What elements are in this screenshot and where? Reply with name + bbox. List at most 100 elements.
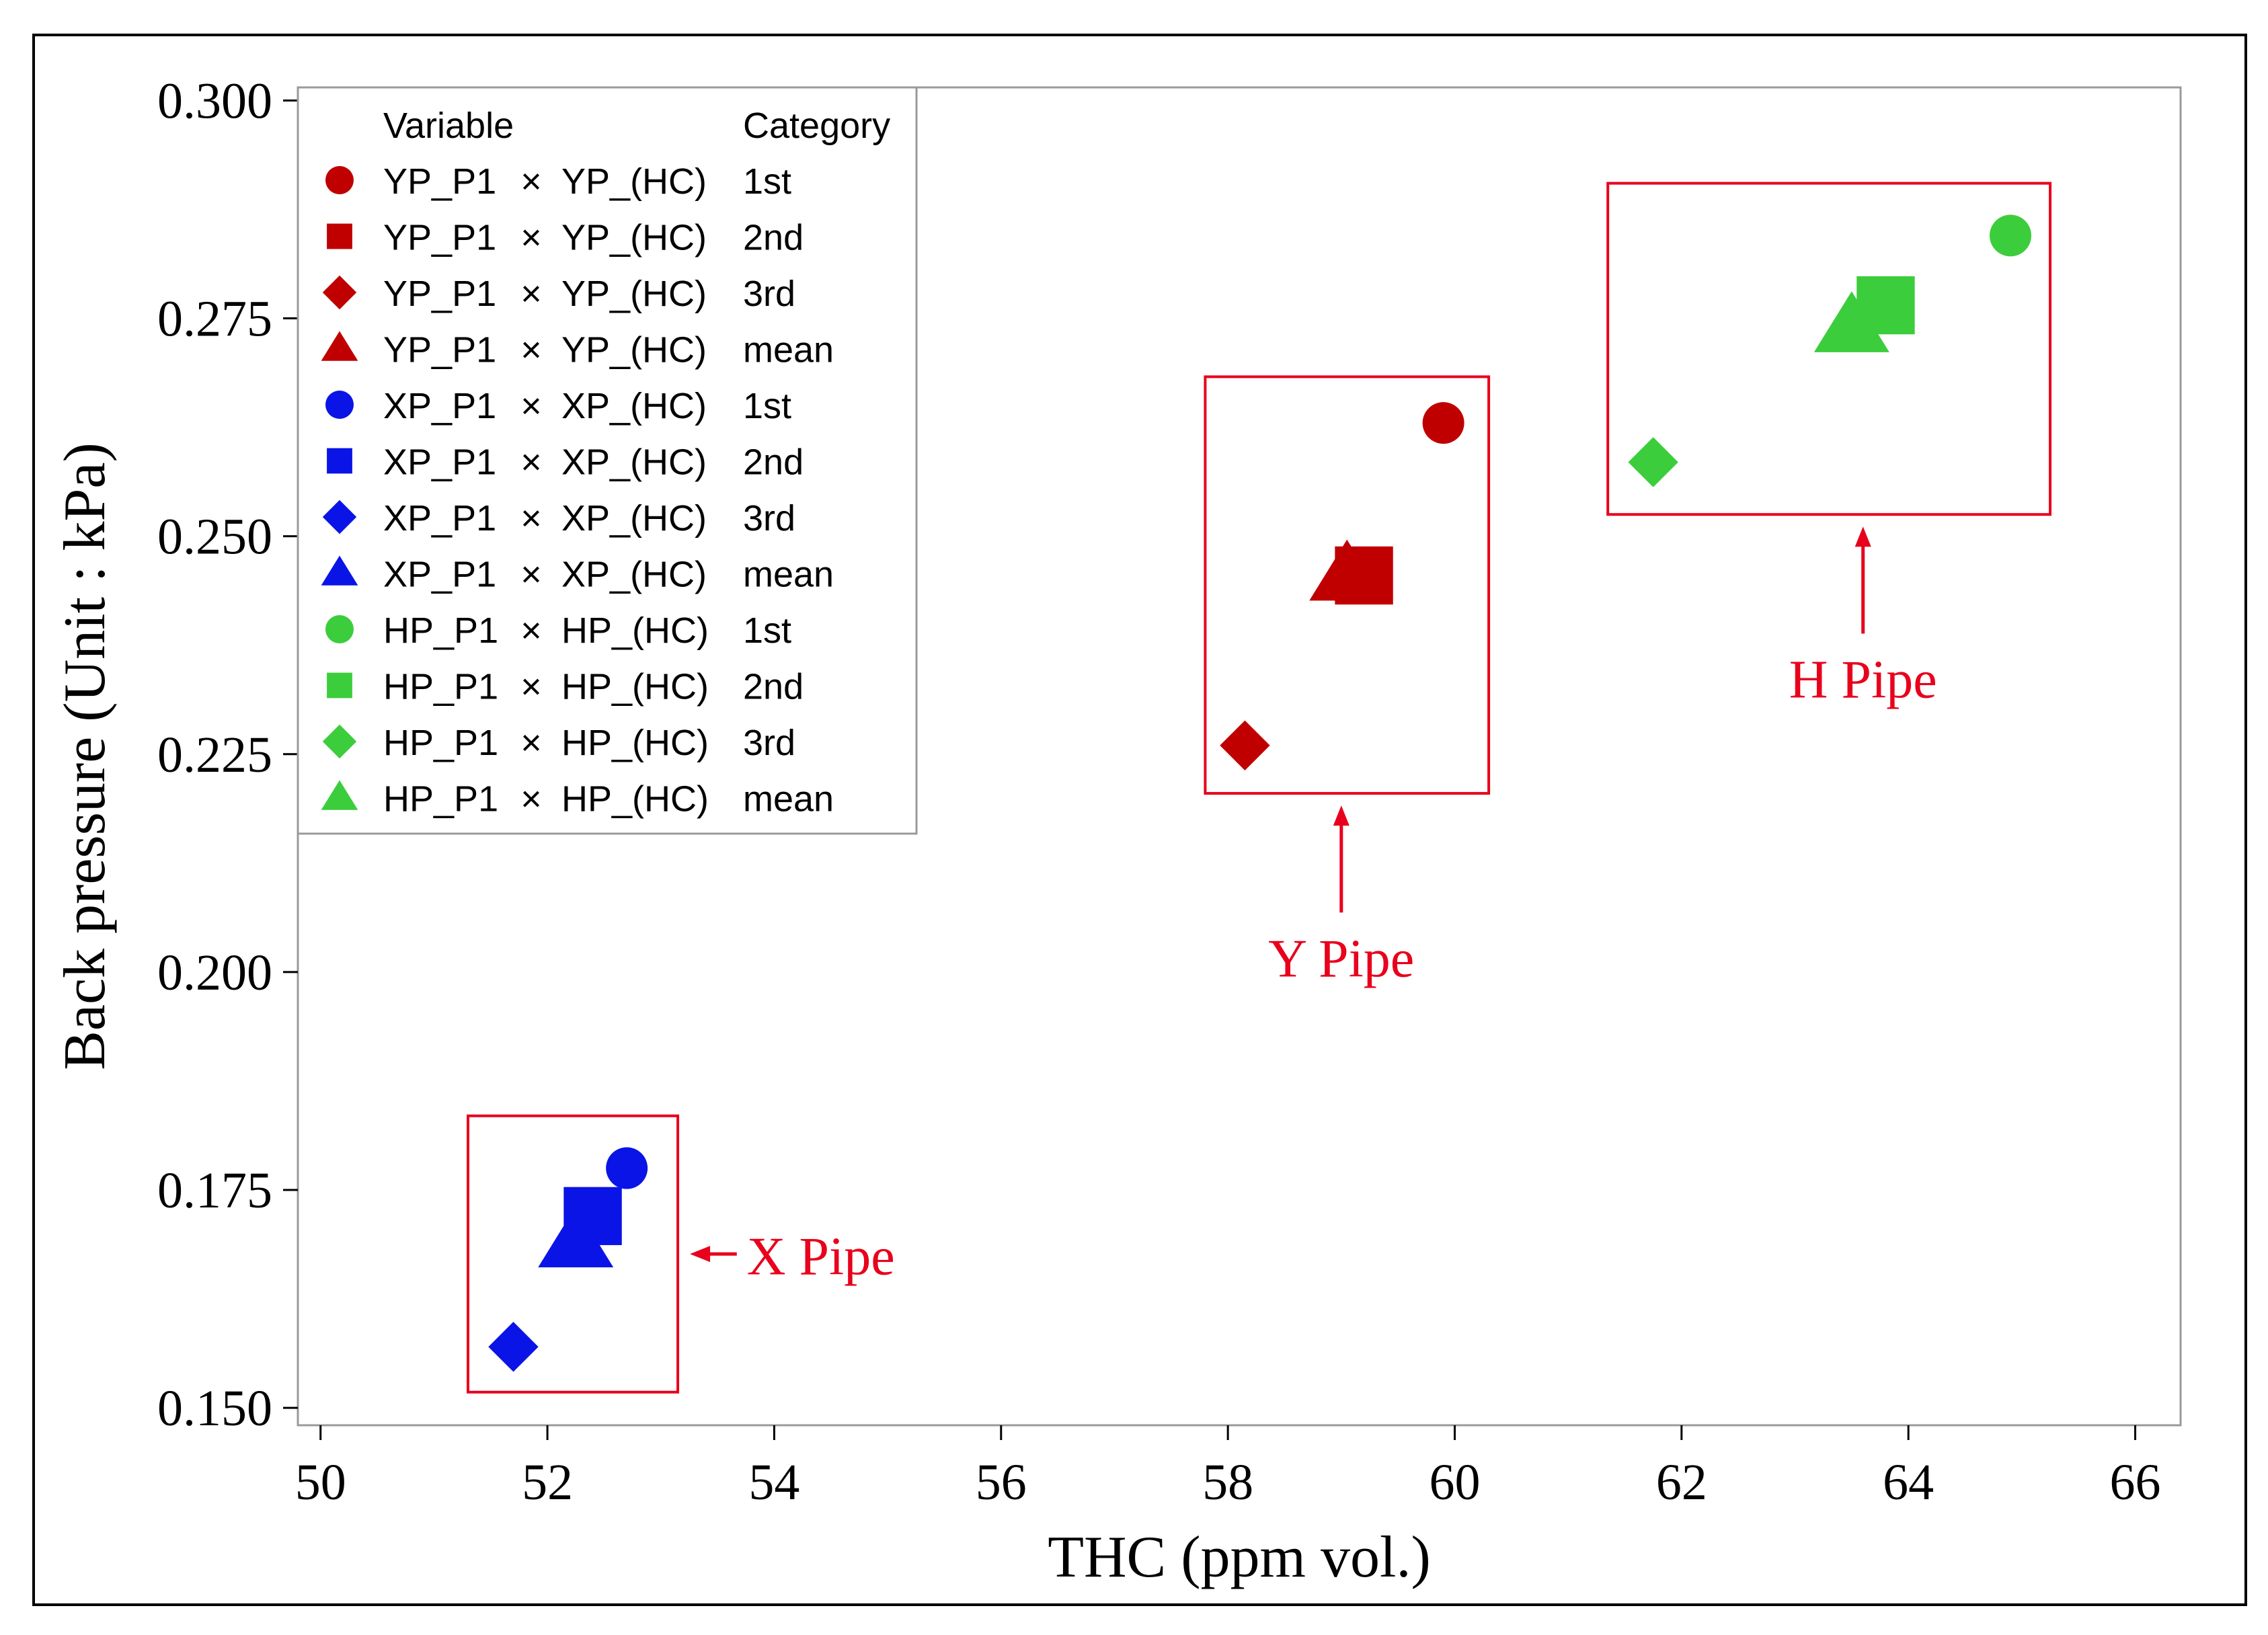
x-tick-label: 54 <box>748 1454 799 1511</box>
y-tick-label: 0.175 <box>157 1162 272 1219</box>
legend-variable-hc: XP_(HC) <box>561 386 707 426</box>
legend-marker <box>322 724 357 759</box>
data-point-hp-p1-3rd <box>1628 437 1678 487</box>
legend-category: 1st <box>743 610 791 651</box>
legend-category: 1st <box>743 386 791 426</box>
data-point-hp-p1-mean <box>1813 291 1889 352</box>
legend-variable-name: YP_P1 <box>383 161 496 202</box>
legend-variable-hc: YP_(HC) <box>561 330 707 370</box>
legend-variable-hc: XP_(HC) <box>561 498 707 539</box>
legend-times-sign: × <box>520 330 542 370</box>
legend-variable-hc: XP_(HC) <box>561 555 707 595</box>
legend-category: 2nd <box>743 442 804 483</box>
legend-marker <box>325 166 354 194</box>
legend-variable-name: HP_P1 <box>383 779 498 820</box>
legend-marker <box>327 448 352 474</box>
legend-times-sign: × <box>520 218 542 258</box>
data-point-hp-p1-1st <box>1989 214 2031 257</box>
legend-header-variable: Variable <box>383 106 514 146</box>
y-axis-label: Back pressure (Unit : kPa) <box>52 442 118 1070</box>
legend-category: 2nd <box>743 218 804 258</box>
x-tick-label: 62 <box>1656 1454 1707 1511</box>
annotation-label: X Pipe <box>747 1227 895 1286</box>
x-tick-label: 58 <box>1202 1454 1253 1511</box>
x-tick-label: 64 <box>1883 1454 1934 1511</box>
x-tick-label: 56 <box>976 1454 1027 1511</box>
legend-variable-name: XP_P1 <box>383 555 496 595</box>
legend-marker <box>322 500 357 534</box>
legend-variable-hc: XP_(HC) <box>561 442 707 483</box>
legend-variable-name: HP_P1 <box>383 610 498 651</box>
annotation-box <box>467 1114 680 1394</box>
legend-variable-name: YP_P1 <box>383 274 496 314</box>
legend-variable-name: YP_P1 <box>383 218 496 258</box>
x-axis-label: THC (ppm vol.) <box>1048 1525 1431 1590</box>
x-tick-label: 60 <box>1429 1454 1480 1511</box>
legend-marker <box>321 780 358 810</box>
legend-category: mean <box>743 555 834 595</box>
annotation-box <box>1606 182 2052 516</box>
annotation-box <box>1204 375 1491 795</box>
legend: Variable Category YP_P1 × YP_(HC) 1st YP_P1 ×… <box>297 86 918 835</box>
data-point-xp-p1-1st <box>606 1147 648 1189</box>
legend-category: mean <box>743 779 834 820</box>
legend-marker <box>327 672 352 699</box>
legend-variable-name: XP_P1 <box>383 442 496 483</box>
legend-variable-name: XP_P1 <box>383 498 496 539</box>
legend-variable-hc: HP_(HC) <box>561 610 709 651</box>
legend-category: 3rd <box>743 723 795 763</box>
annotation-arrow-head <box>1333 805 1350 826</box>
annotation-arrow-head <box>1854 526 1871 547</box>
legend-variable-hc: YP_(HC) <box>561 161 707 202</box>
legend-marker <box>327 223 352 249</box>
legend-box <box>297 86 918 835</box>
axis-layer: 50 52 54 56 58 60 62 64 66 0.150 0.175 0.200 0.225 0.… <box>157 73 2161 1511</box>
x-tick-label: 52 <box>522 1454 573 1511</box>
legend-times-sign: × <box>520 386 542 426</box>
legend-times-sign: × <box>520 779 542 820</box>
y-tick-label: 0.300 <box>157 73 272 129</box>
data-point-xp-p1-3rd <box>488 1322 539 1372</box>
legend-times-sign: × <box>520 274 542 314</box>
legend-variable-name: XP_P1 <box>383 386 496 426</box>
legend-times-sign: × <box>520 442 542 483</box>
legend-times-sign: × <box>520 610 542 651</box>
legend-marker <box>322 275 357 310</box>
annotation-label: Y Pipe <box>1268 929 1414 988</box>
legend-category: 2nd <box>743 667 804 707</box>
legend-variable-hc: HP_(HC) <box>561 779 709 820</box>
y-tick-label: 0.225 <box>157 727 272 783</box>
legend-marker <box>325 615 354 643</box>
y-tick-label: 0.275 <box>157 291 272 348</box>
legend-header-category: Category <box>743 106 890 146</box>
data-point-yp-p1-1st <box>1422 402 1464 444</box>
y-tick-label: 0.150 <box>157 1380 272 1437</box>
data-point-yp-p1-mean <box>1309 539 1385 601</box>
legend-category: 3rd <box>743 498 795 539</box>
legend-category: 1st <box>743 161 791 202</box>
legend-variable-name: HP_P1 <box>383 723 498 763</box>
legend-variable-hc: HP_(HC) <box>561 667 709 707</box>
legend-times-sign: × <box>520 555 542 595</box>
annotation-label: H Pipe <box>1789 650 1937 709</box>
legend-marker <box>321 555 358 586</box>
legend-marker <box>325 391 354 419</box>
legend-category: mean <box>743 330 834 370</box>
legend-variable-hc: YP_(HC) <box>561 218 707 258</box>
legend-variable-name: HP_P1 <box>383 667 498 707</box>
annotation-layer: X Pipe Y Pipe H Pipe <box>467 182 2052 1394</box>
legend-times-sign: × <box>520 667 542 707</box>
x-tick-label: 66 <box>2110 1454 2161 1511</box>
points-layer <box>488 214 2031 1372</box>
legend-category: 3rd <box>743 274 795 314</box>
x-tick-label: 50 <box>295 1454 346 1511</box>
legend-variable-name: YP_P1 <box>383 330 496 370</box>
data-point-xp-p1-mean <box>538 1206 614 1268</box>
annotation-arrow-head <box>690 1246 711 1263</box>
legend-times-sign: × <box>520 498 542 539</box>
legend-times-sign: × <box>520 161 542 202</box>
legend-times-sign: × <box>520 723 542 763</box>
legend-marker <box>321 331 358 361</box>
